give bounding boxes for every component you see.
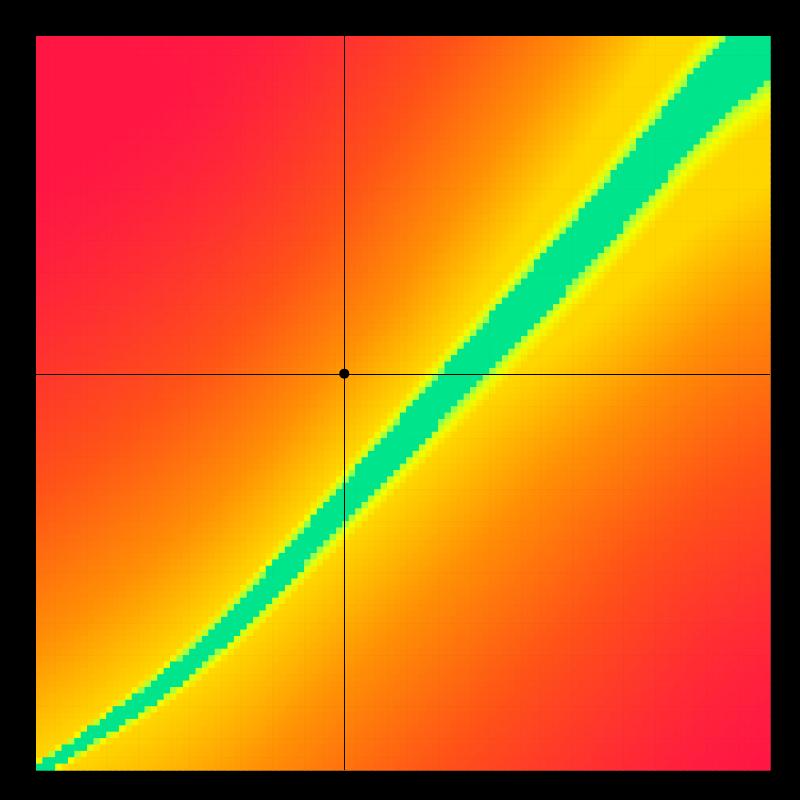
chart-container: TheBottleneck.com <box>0 0 800 800</box>
bottleneck-heatmap <box>0 0 800 800</box>
